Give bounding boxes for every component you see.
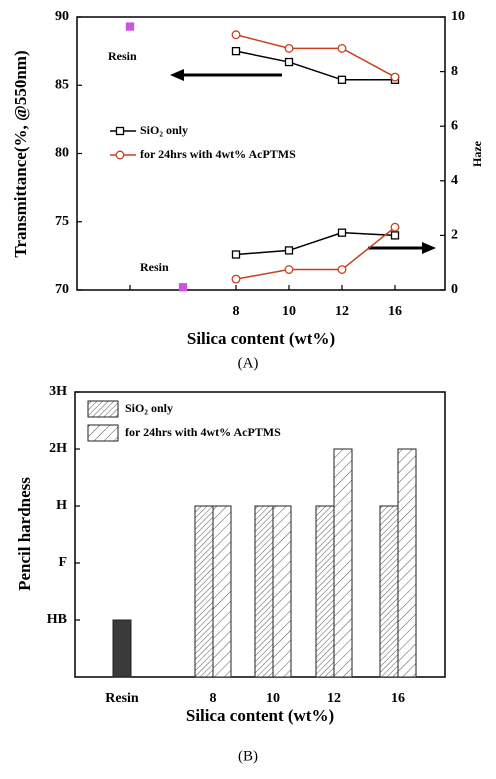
x-tick-label: 10 [266,691,280,706]
arrow-right-head [422,242,436,254]
caption: (A) [238,355,259,371]
y-tick-label: 0 [451,282,458,297]
bar [333,448,353,678]
y-axis-title: Transmittance(%, @550nm) [11,50,30,257]
point [125,22,135,31]
point [115,150,125,160]
series-line [235,226,396,280]
x-tick-label: 8 [233,304,240,319]
y-axis-title: Pencil hardness [15,477,34,591]
x-tick-label: 10 [282,304,296,319]
point [390,72,400,82]
legend-label: SiO₂ only [140,123,188,137]
y-tick-label: 85 [55,77,69,92]
series-line [235,34,396,78]
bar [254,505,274,678]
x-tick-label: 16 [388,304,402,319]
point [231,46,241,56]
y-tick-label: 90 [55,9,69,24]
bar [212,505,232,678]
point [115,126,125,136]
x-axis-title: Silica content (wt%) [187,329,335,348]
x-tick-label: 8 [210,691,217,706]
legend-label: SiO₂ only [125,401,173,415]
x-tick-label: 12 [335,304,349,319]
y-tick-label: 6 [451,118,458,133]
legend-swatch [87,424,119,442]
legend-label: for 24hrs with 4wt% AcPTMS [140,147,296,161]
point [390,222,400,232]
point [337,228,347,237]
y-tick-label: 2 [451,228,458,243]
bar [112,619,132,678]
y-tick-label: 80 [55,146,69,161]
y-tick-label: 10 [451,9,465,24]
y-tick-label: HB [47,612,67,627]
point [337,265,347,274]
point [178,283,188,292]
x-tick-label: 16 [391,691,405,706]
legend-label: for 24hrs with 4wt% AcPTMS [125,425,281,439]
annotation: Resin [140,260,169,274]
y-tick-label: 70 [55,282,69,297]
series-line [235,50,395,81]
point [231,274,241,284]
y-tick-label: 75 [55,214,69,229]
y-tick-label: 8 [451,64,458,79]
point [337,43,347,53]
y-tick-label: 4 [451,173,458,188]
annotation: Resin [108,49,137,63]
point [337,75,347,84]
x-tick-label: Resin [105,691,139,706]
bar [397,448,417,678]
point [284,57,294,67]
y-tick-label: 2H [49,441,67,456]
legend-swatch [87,400,119,418]
y2-axis-title: Haze [470,140,484,167]
caption: (B) [238,748,258,764]
bar [272,505,292,678]
point [284,246,294,255]
point [390,231,400,240]
y-tick-label: 3H [49,384,67,399]
x-axis-title: Silica content (wt%) [186,706,334,725]
arrow-left-head [170,69,184,81]
series-line [235,231,396,256]
y-tick-label: H [56,498,67,513]
bar [315,505,335,678]
bar [194,505,214,678]
point [284,43,294,53]
point [231,250,241,259]
point [231,30,241,40]
y-tick-label: F [58,555,67,570]
arrows [170,69,436,254]
point [284,265,294,274]
x-tick-label: 12 [327,691,341,706]
bar [379,505,399,678]
